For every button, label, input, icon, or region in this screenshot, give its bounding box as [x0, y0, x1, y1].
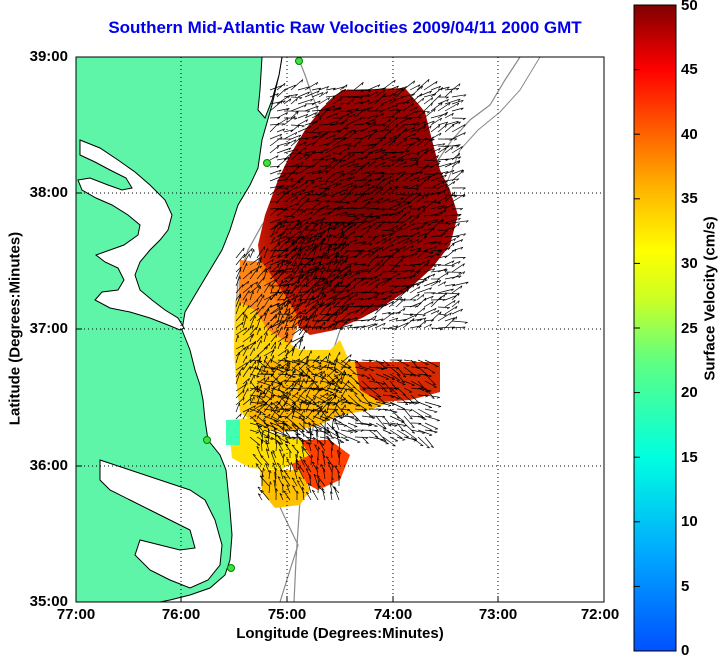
colorbar-tick-label: 45 — [681, 61, 698, 78]
station-marker — [227, 564, 235, 572]
delaware-bay — [257, 57, 283, 119]
grid-lines — [76, 57, 604, 602]
colorbar-tick-label: 50 — [681, 0, 698, 14]
station-marker — [263, 159, 271, 167]
map-title: Southern Mid-Atlantic Raw Velocities 200… — [108, 18, 582, 37]
x-tick-label: 72:00 — [580, 606, 620, 623]
y-tick-label: 37:00 — [29, 320, 68, 337]
colorbar — [633, 4, 677, 652]
y-tick-label: 39:00 — [29, 48, 68, 65]
axis-ticks — [76, 192, 499, 602]
station-marker — [295, 57, 303, 65]
colorbar-tick-label: 25 — [681, 320, 698, 337]
pamlico-sound — [99, 459, 223, 589]
y-tick-label: 36:00 — [29, 457, 68, 474]
y-tick-label: 38:00 — [29, 184, 68, 201]
x-axis-label: Longitude (Degrees:Minutes) — [236, 625, 444, 642]
x-tick-label: 77:00 — [56, 606, 96, 623]
chesapeake-bay — [77, 139, 185, 331]
colorbar-tick-label: 30 — [681, 255, 698, 272]
colorbar-tick-label: 5 — [681, 578, 690, 595]
y-axis-label: Latitude (Degrees:Minutes) — [6, 231, 24, 426]
y-tick-label: 35:00 — [29, 593, 68, 610]
colorbar-tick-label: 0 — [681, 642, 690, 659]
x-tick-label: 76:00 — [161, 606, 201, 623]
radar-stations — [203, 57, 303, 572]
station-marker — [203, 436, 211, 444]
colorbar-tick-label: 20 — [681, 384, 698, 401]
colorbar-tick-label: 40 — [681, 126, 698, 143]
x-tick-label: 75:00 — [267, 606, 307, 623]
colorbar-tick-label: 10 — [681, 513, 698, 530]
colorbar-ticks — [634, 69, 640, 587]
colorbar-tick-label: 15 — [681, 449, 698, 466]
colorbar-label: Surface Velocity (cm/s) — [701, 216, 719, 381]
x-tick-label: 74:00 — [373, 606, 413, 623]
colorbar-tick-label: 35 — [681, 190, 698, 207]
x-tick-label: 73:00 — [478, 606, 518, 623]
